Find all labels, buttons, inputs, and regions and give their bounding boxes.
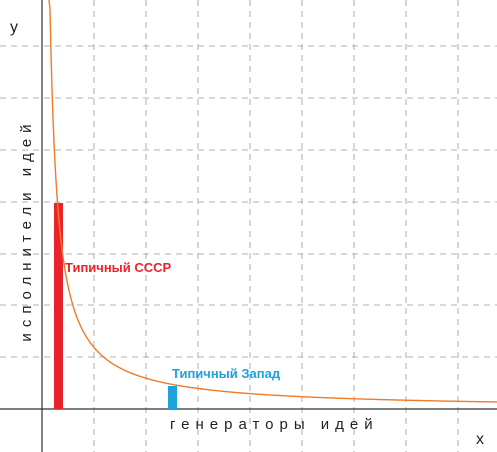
y-axis-title: исполнители идей [18,118,35,341]
ussr-label: Типичный СССР [65,260,172,275]
west-bar [168,386,177,409]
x-axis-letter: x [476,431,484,448]
west-label: Типичный Запад [172,366,281,381]
ussr-bar [54,203,63,409]
y-axis-letter: y [10,19,18,36]
x-axis-title: генераторы идей [170,416,379,433]
hyperbola-curve [48,0,497,403]
